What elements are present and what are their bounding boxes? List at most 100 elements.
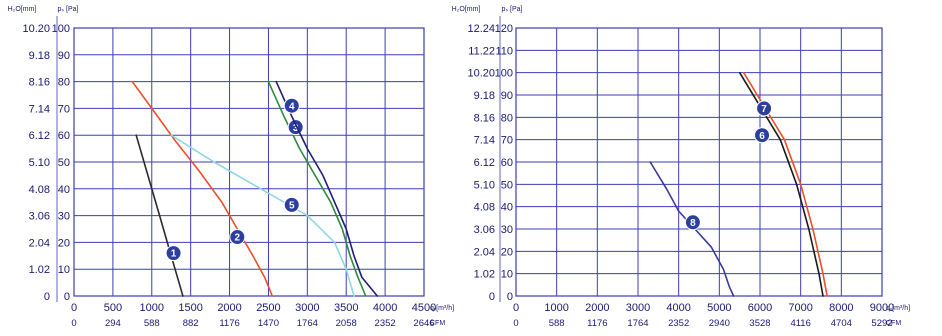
series-1-marker: [165, 245, 182, 262]
x-tick-m3h: 3500: [334, 302, 358, 314]
series-4-label: 4: [289, 101, 295, 112]
x-tick-cfm: 3528: [749, 318, 770, 329]
x-tick-m3h: 4000: [666, 302, 690, 314]
y-tick-pa: 60: [58, 130, 70, 142]
x-tick-m3h: 0: [71, 302, 77, 314]
y-tick-pa: 50: [501, 179, 513, 191]
y-tick-mm: 8.16: [29, 77, 50, 89]
y-tick-pa: 20: [501, 246, 513, 258]
series-8-line: [649, 161, 735, 297]
x-tick-cfm: 1176: [219, 318, 239, 329]
x-axis-unit-cfm: CFM: [886, 320, 901, 327]
x-tick-m3h: 2000: [585, 302, 609, 314]
x-tick-m3h: 2000: [217, 302, 241, 314]
x-tick-m3h: 5000: [707, 302, 731, 314]
x-tick-cfm: 1764: [627, 318, 648, 329]
x-tick-cfm: 2352: [375, 318, 396, 329]
y-tick-pa: 20: [58, 237, 70, 249]
x-axis-unit-m3h: qᵥ[m³/h]: [886, 305, 910, 312]
x-tick-cfm: 0: [71, 318, 76, 329]
x-axis-unit-cfm: CFM: [430, 320, 445, 327]
series-5-line: [170, 134, 355, 297]
y-tick-pa: 120: [495, 23, 513, 35]
x-tick-cfm: 294: [105, 318, 121, 329]
y-tick-pa: 90: [58, 50, 70, 62]
y-tick-mm: 3.06: [474, 224, 495, 236]
series-5-marker: [283, 196, 300, 213]
series-4-marker: [283, 97, 300, 114]
y-tick-mm: 3.06: [29, 211, 50, 223]
y-tick-mm: 6.12: [474, 157, 495, 169]
y-tick-pa: 100: [52, 23, 70, 35]
x-tick-cfm: 2352: [668, 318, 689, 329]
series-2-line: [131, 80, 274, 297]
series-3-label: 3: [293, 123, 299, 134]
y-tick-pa: 90: [501, 90, 513, 102]
y-tick-pa: 70: [501, 135, 513, 147]
y-tick-mm: 9.18: [474, 90, 495, 102]
x-tick-cfm: 0: [513, 318, 518, 329]
y-tick-pa: 0: [64, 291, 70, 303]
y-tick-pa: 100: [495, 68, 513, 80]
x-tick-cfm: 882: [183, 318, 199, 329]
y-axis-title-pa: pₛ [Pa]: [502, 6, 523, 13]
y-tick-mm: 7.14: [29, 103, 50, 115]
y-axis-title-mm: H₂O[mm]: [452, 6, 481, 13]
series-7-label: 7: [761, 104, 767, 115]
x-tick-cfm: 2940: [709, 318, 730, 329]
y-tick-mm: 11.22: [468, 45, 495, 57]
x-tick-m3h: 3000: [295, 302, 319, 314]
y-tick-mm: 8.16: [474, 112, 495, 124]
series-8-marker: [684, 214, 701, 231]
y-tick-mm: 4.08: [474, 202, 495, 214]
y-tick-pa: 60: [501, 157, 513, 169]
y-tick-pa: 50: [58, 157, 70, 169]
y-tick-mm: 5.10: [474, 179, 495, 191]
series-6-marker: [754, 127, 771, 144]
x-tick-m3h: 7000: [788, 302, 812, 314]
x-tick-m3h: 1000: [140, 302, 164, 314]
x-tick-cfm: 1470: [258, 318, 279, 329]
x-tick-m3h: 2500: [256, 302, 280, 314]
x-tick-cfm: 588: [549, 318, 565, 329]
series-2-label: 2: [235, 233, 241, 244]
x-tick-m3h: 6000: [748, 302, 772, 314]
x-tick-cfm: 4704: [831, 318, 852, 329]
y-tick-mm: 2.04: [474, 246, 495, 258]
x-axis-unit-m3h: qᵥ[m³/h]: [430, 305, 454, 312]
y-tick-pa: 30: [58, 211, 70, 223]
series-1-label: 1: [171, 249, 177, 260]
series-8-label: 8: [690, 218, 696, 229]
series-7-marker: [756, 100, 773, 117]
y-tick-mm: 5.10: [29, 157, 50, 169]
y-tick-mm: 4.08: [29, 184, 50, 196]
series-5-label: 5: [289, 200, 295, 211]
x-tick-m3h: 1000: [544, 302, 568, 314]
x-tick-m3h: 0: [513, 302, 519, 314]
y-tick-pa: 10: [501, 269, 513, 281]
x-tick-cfm: 2646: [413, 318, 434, 329]
y-axis-title-mm: H₂O[mm]: [8, 6, 37, 13]
y-tick-mm: 9.18: [29, 50, 50, 62]
x-tick-m3h: 4500: [412, 302, 436, 314]
y-tick-pa: 80: [501, 112, 513, 124]
x-tick-m3h: 1500: [178, 302, 202, 314]
series-4-line: [275, 80, 379, 297]
x-tick-m3h: 3000: [626, 302, 650, 314]
x-tick-m3h: 4000: [373, 302, 397, 314]
plot-frame: [73, 27, 425, 297]
series-2-marker: [229, 229, 246, 246]
y-tick-mm: 0: [489, 291, 495, 303]
x-tick-m3h: 9000: [870, 302, 894, 314]
y-tick-mm: 1.02: [474, 269, 495, 281]
y-tick-pa: 70: [58, 103, 70, 115]
y-tick-pa: 10: [58, 264, 70, 276]
x-tick-cfm: 2058: [336, 318, 357, 329]
y-tick-mm: 10.20: [467, 68, 495, 80]
series-6-label: 6: [759, 131, 765, 142]
x-tick-cfm: 4116: [790, 318, 810, 329]
y-tick-mm: 6.12: [29, 130, 50, 142]
y-tick-mm: 10.20: [22, 23, 50, 35]
y-tick-pa: 0: [507, 291, 513, 303]
